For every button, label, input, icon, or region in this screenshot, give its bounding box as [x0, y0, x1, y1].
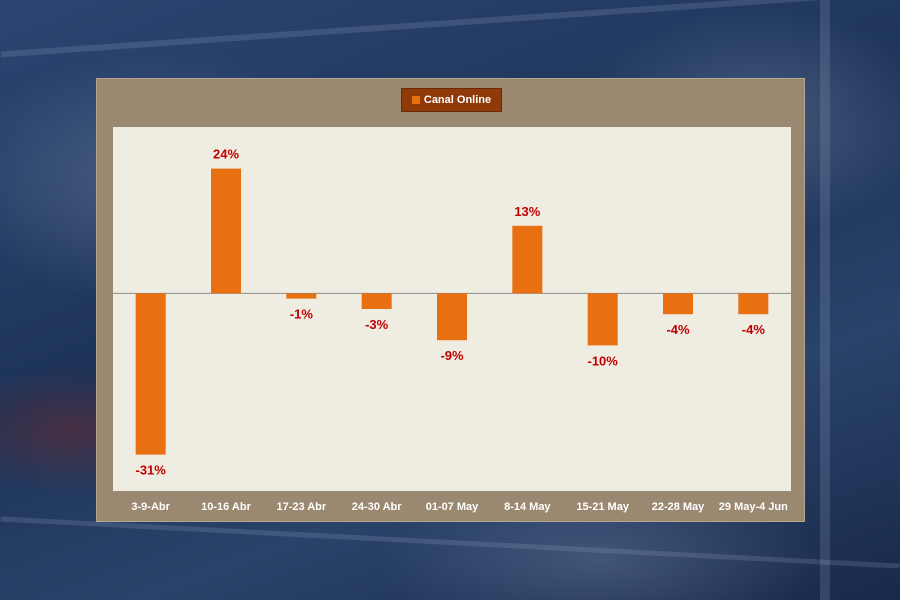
data-label-3: -3%: [365, 317, 389, 332]
x-tick-label-4: 01-07 May: [426, 501, 479, 513]
data-label-7: -4%: [666, 322, 690, 337]
legend-swatch: [411, 96, 420, 104]
background-streak: [0, 516, 900, 569]
data-label-0: -31%: [135, 463, 166, 478]
x-tick-label-1: 10-16 Abr: [201, 501, 251, 513]
bar-6: [587, 293, 618, 346]
bar-3: [361, 293, 392, 309]
bar-4: [437, 293, 467, 341]
background-streak: [0, 0, 900, 58]
chart-card: Canal Online -31% 3-9-Abr 24% 10-16 Abr -1% 1…: [96, 78, 805, 522]
bar-8: [738, 293, 769, 315]
x-tick-label-7: 22-28 May: [652, 501, 705, 513]
background-streak: [820, 0, 830, 600]
x-tick-label-8: 29 May-4 Jun: [719, 501, 788, 513]
data-label-6: -10%: [587, 353, 618, 368]
x-tick-label-0: 3-9-Abr: [131, 501, 170, 513]
data-label-2: -1%: [290, 307, 314, 322]
data-label-1: 24%: [213, 147, 239, 162]
bar-1: [211, 168, 241, 294]
data-label-5: 13%: [514, 204, 540, 219]
bar-chart: -31% 3-9-Abr 24% 10-16 Abr -1% 17-23 Abr -3% 24…: [113, 147, 791, 513]
x-tick-label-3: 24-30 Abr: [352, 501, 402, 513]
bar-7: [663, 293, 693, 315]
x-tick-label-6: 15-21 May: [576, 501, 629, 513]
data-label-4: -9%: [440, 348, 464, 363]
chart-legend: Canal Online: [401, 88, 502, 112]
x-tick-label-5: 8-14 May: [504, 501, 551, 513]
bar-0: [135, 293, 166, 455]
bar-2: [286, 293, 317, 299]
x-tick-label-2: 17-23 Abr: [276, 501, 326, 513]
bar-5: [512, 225, 543, 294]
legend-label: Canal Online: [423, 94, 492, 106]
data-label-8: -4%: [742, 322, 766, 337]
